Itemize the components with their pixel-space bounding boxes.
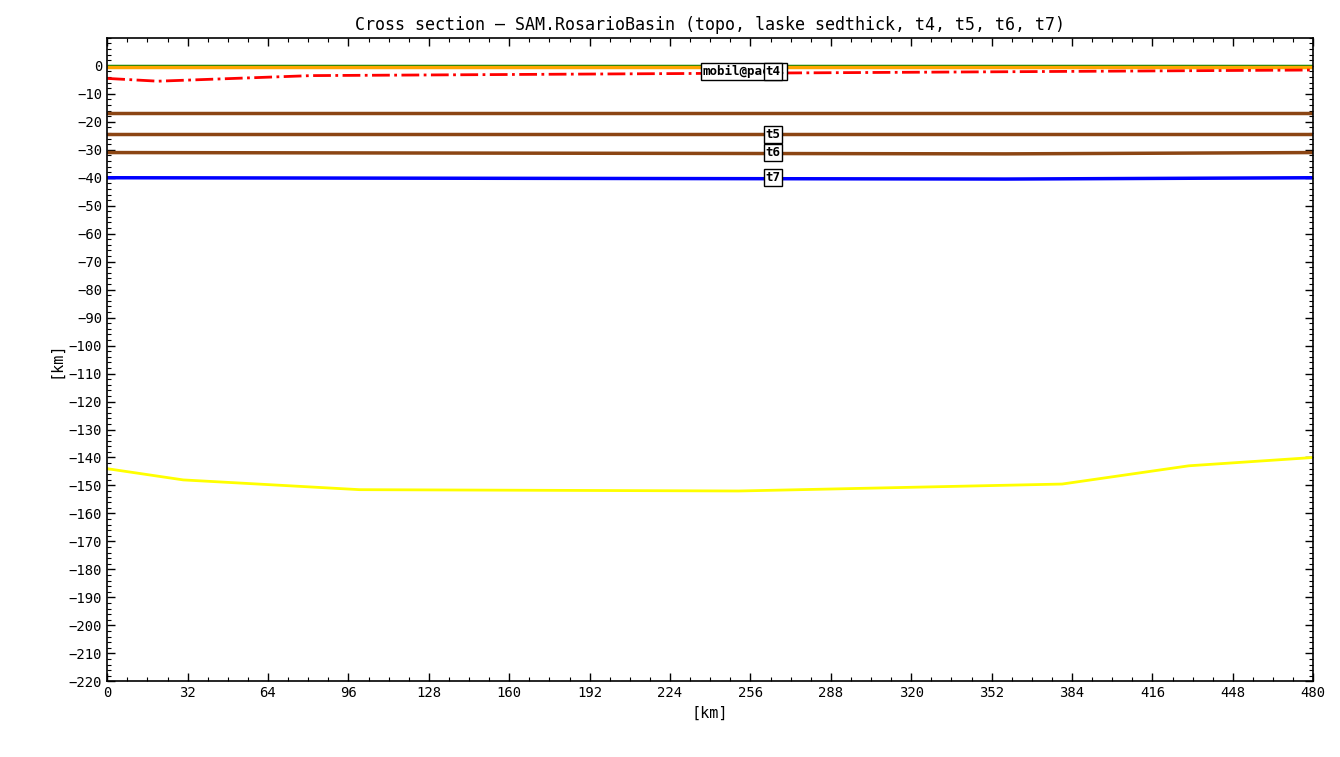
Text: t7: t7 [765,171,780,184]
Title: Cross section – SAM.RosarioBasin (topo, laske sedthick, t4, t5, t6, t7): Cross section – SAM.RosarioBasin (topo, … [355,15,1065,33]
Text: t5: t5 [765,128,780,141]
Y-axis label: [km]: [km] [48,341,63,378]
Text: t6: t6 [765,146,780,159]
Text: mobil@pachs: mobil@pachs [702,65,785,78]
X-axis label: [km]: [km] [691,706,729,721]
Text: t4: t4 [765,65,780,78]
